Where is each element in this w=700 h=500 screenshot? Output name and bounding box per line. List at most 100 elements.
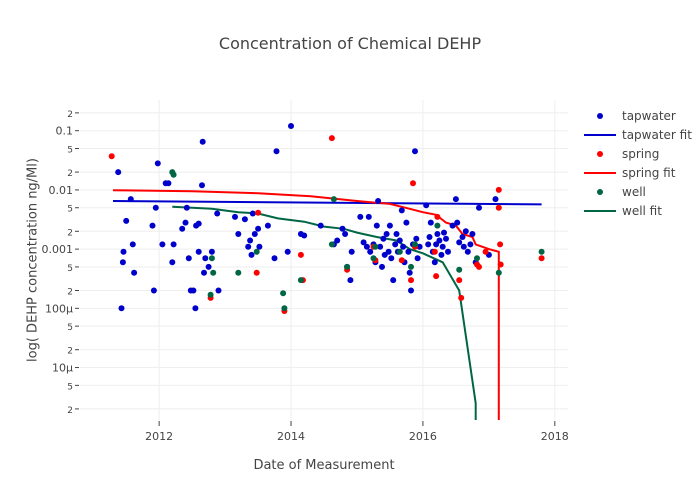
tapwater-point — [201, 269, 207, 276]
well-point — [280, 290, 287, 297]
tapwater-point — [398, 207, 405, 214]
tapwater-point — [256, 243, 263, 250]
tapwater-point — [434, 231, 441, 237]
x-axis-label: Date of Measurement — [253, 458, 395, 473]
tapwater-point — [131, 269, 138, 276]
data-markers — [108, 123, 545, 314]
well-point — [495, 269, 502, 276]
tapwater-point — [462, 228, 469, 235]
tapwater-point — [439, 243, 446, 250]
legend-item-spring[interactable]: spring — [580, 144, 692, 163]
well-point — [372, 243, 379, 250]
tapwater-point — [392, 241, 399, 248]
well-point — [207, 291, 214, 298]
tapwater-point — [255, 225, 262, 232]
tapwater-point — [249, 210, 256, 217]
tapwater-point — [215, 287, 222, 294]
tapwater-point — [118, 305, 125, 312]
legend-item-well[interactable]: well — [580, 182, 692, 201]
tapwater-point — [445, 248, 451, 255]
tapwater-point — [443, 235, 449, 242]
tapwater-point — [199, 182, 205, 189]
well-point — [330, 196, 337, 203]
tapwater-point — [403, 219, 410, 226]
legend-label: well — [622, 184, 646, 199]
tapwater-point — [190, 287, 197, 294]
tapwater-point — [367, 248, 374, 255]
tapwater-point — [425, 241, 432, 248]
tapwater-point — [195, 220, 202, 227]
tapwater-point — [205, 263, 212, 270]
y-tick-label: 5 — [67, 382, 73, 392]
well-point — [396, 248, 403, 255]
well-point — [170, 171, 177, 178]
y-tick-label: 2 — [67, 110, 73, 120]
spring-point — [456, 277, 463, 284]
tapwater-point — [214, 210, 221, 217]
x-tick-label: 2014 — [277, 430, 305, 443]
chart-title: Concentration of Chemical DEHP — [218, 34, 482, 53]
legend-label: spring — [622, 146, 660, 161]
spring-point — [434, 213, 441, 220]
y-tick-label: 5 — [67, 264, 73, 274]
tapwater-point — [271, 255, 278, 262]
legend-item-spring-fit[interactable]: spring fit — [580, 163, 692, 182]
tapwater-point — [469, 231, 476, 237]
y-tick-label: 0.1 — [56, 125, 74, 138]
tapwater-point — [251, 231, 258, 237]
spring-point — [495, 204, 502, 211]
well-point — [328, 241, 335, 248]
tapwater-point — [360, 239, 367, 246]
tapwater-point — [467, 241, 474, 248]
tapwater-point — [406, 269, 413, 276]
well-point — [474, 255, 480, 262]
legend-item-well-fit[interactable]: well fit — [580, 201, 692, 220]
tapwater-point — [454, 219, 461, 226]
spring-point — [410, 180, 416, 187]
tapwater-point — [348, 248, 355, 255]
tapwater-point — [301, 232, 308, 239]
y-axis-label: log( DEHP concentration ng/Ml) — [25, 158, 41, 362]
tapwater-point — [412, 148, 418, 155]
tapwater-point — [388, 255, 395, 262]
tapwater-point — [245, 243, 252, 250]
legend-label: tapwater fit — [622, 127, 692, 142]
tapwater-point — [273, 148, 280, 155]
tapwater-point — [441, 229, 447, 236]
tapwater-point — [390, 277, 397, 284]
spring-point — [431, 248, 438, 255]
well-point — [370, 255, 377, 262]
spring-point — [458, 294, 465, 301]
legend-item-tapwater-fit[interactable]: tapwater fit — [580, 125, 692, 144]
tapwater-point — [208, 248, 215, 255]
tapwater-point — [492, 196, 499, 203]
legend-item-tapwater[interactable]: tapwater — [580, 106, 692, 125]
well-point — [408, 263, 414, 270]
legend-label: spring fit — [622, 165, 676, 180]
legend: tapwater tapwater fit spring spring fit … — [580, 106, 692, 220]
y-tick-label: 0.001 — [42, 243, 74, 256]
spring-point — [476, 263, 482, 270]
tapwater-point — [170, 241, 177, 248]
y-tick-label: 10μ — [52, 362, 73, 375]
tapwater-point — [377, 243, 384, 250]
tapwater-point — [150, 287, 157, 294]
y-tick-label: 5 — [67, 323, 73, 333]
legend-label: tapwater — [622, 108, 676, 123]
y-tick-label: 5 — [67, 205, 73, 215]
spring-point — [495, 186, 502, 193]
well-point — [344, 263, 351, 270]
gridlines — [80, 100, 568, 420]
tapwater-point — [365, 213, 372, 220]
y-tick-label: 2 — [67, 169, 73, 179]
tapwater-point — [284, 248, 291, 255]
tapwater-point — [405, 248, 412, 255]
tapwater-point — [386, 222, 393, 229]
tapwater-point — [413, 235, 420, 242]
tapwater-point — [199, 138, 206, 145]
tapwater-point — [459, 234, 466, 240]
tapwater-point — [185, 255, 192, 262]
tapwater-point — [357, 213, 364, 220]
tapwater-point — [400, 243, 407, 250]
